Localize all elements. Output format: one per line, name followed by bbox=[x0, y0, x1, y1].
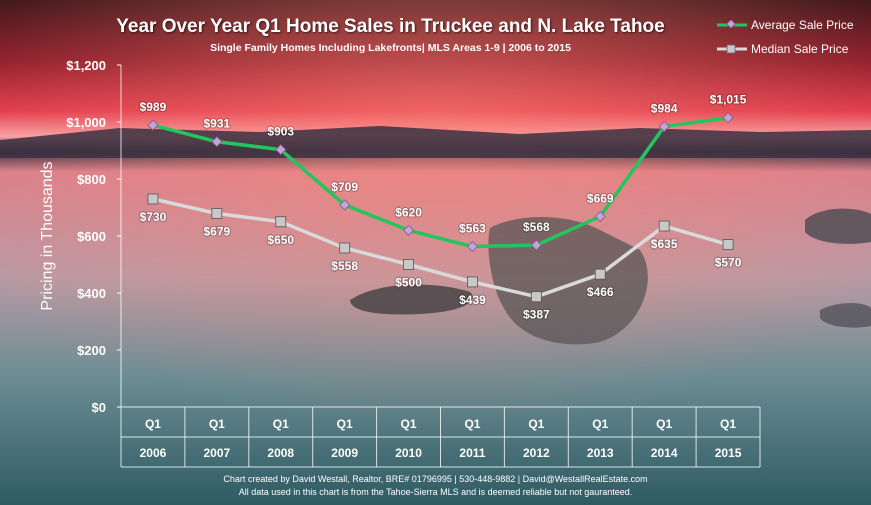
average-price-line bbox=[152, 115, 729, 249]
median-price-point bbox=[594, 268, 606, 280]
average-price-data-label: $903 bbox=[267, 125, 294, 139]
x-tick-label-quarter: Q1 bbox=[720, 417, 736, 431]
average-price-point bbox=[466, 241, 478, 253]
footer-credit: Chart created by David Westall, Realtor,… bbox=[223, 474, 648, 484]
y-tick-label: $0 bbox=[92, 400, 106, 415]
x-tick-label-year: 2006 bbox=[140, 446, 167, 460]
average-price-data-label: $669 bbox=[587, 191, 614, 205]
average-price-data-label: $620 bbox=[395, 205, 422, 219]
average-price-data-label: $984 bbox=[651, 102, 678, 116]
y-tick-label: $800 bbox=[77, 172, 106, 187]
legend-label-average: Average Sale Price bbox=[751, 18, 854, 32]
median-price-data-label: $387 bbox=[523, 308, 550, 322]
average-price-point bbox=[594, 210, 606, 222]
median-price-point bbox=[530, 291, 542, 303]
median-price-data-label: $570 bbox=[715, 256, 742, 270]
median-price-point bbox=[467, 276, 478, 288]
y-axis-label: Pricing in Thousands bbox=[39, 161, 56, 310]
average-price-data-label: $989 bbox=[140, 100, 167, 114]
median-price-data-label: $650 bbox=[267, 233, 294, 247]
median-price-line bbox=[152, 197, 729, 299]
x-tick-label-year: 2012 bbox=[523, 446, 550, 460]
legend-label-median: Median Sale Price bbox=[751, 42, 849, 56]
x-tick-label-year: 2015 bbox=[715, 446, 742, 460]
x-tick-label-year: 2007 bbox=[203, 446, 230, 460]
x-tick-label-year: 2013 bbox=[587, 446, 614, 460]
median-price-data-label: $466 bbox=[587, 285, 614, 299]
y-tick-label: $600 bbox=[77, 229, 106, 244]
average-price-point bbox=[658, 121, 670, 133]
x-tick-label-quarter: Q1 bbox=[273, 417, 289, 431]
footer-disclaimer: All data used in this chart is from the … bbox=[238, 487, 633, 497]
average-price-data-label: $1,015 bbox=[710, 93, 747, 107]
average-price-data-label: $563 bbox=[459, 222, 486, 236]
legend-marker-average bbox=[717, 20, 747, 29]
y-tick-label: $1,200 bbox=[66, 58, 106, 73]
average-price-point bbox=[275, 144, 287, 156]
chart-title: Year Over Year Q1 Home Sales in Truckee … bbox=[116, 16, 665, 37]
chart-subtitle: Single Family Homes Including Lakefronts… bbox=[210, 42, 571, 54]
y-tick-label: $200 bbox=[77, 343, 106, 358]
average-price-point bbox=[211, 136, 223, 148]
average-price-point bbox=[403, 224, 415, 236]
average-price-point bbox=[530, 239, 542, 251]
median-price-data-label: $558 bbox=[331, 259, 358, 273]
average-price-point bbox=[722, 112, 734, 124]
legend-item-median: Median Sale Price bbox=[717, 40, 848, 58]
median-price-point bbox=[275, 216, 287, 228]
median-price-point bbox=[147, 193, 159, 205]
median-price-data-label: $635 bbox=[651, 237, 678, 251]
x-tick-label-year: 2014 bbox=[651, 446, 678, 460]
y-tick-label: $1,000 bbox=[66, 115, 106, 130]
x-tick-label-year: 2008 bbox=[267, 446, 294, 460]
x-tick-label-year: 2009 bbox=[331, 446, 358, 460]
median-price-data-label: $730 bbox=[140, 210, 167, 224]
average-price-data-label: $709 bbox=[331, 180, 358, 194]
median-price-point bbox=[722, 239, 734, 250]
average-price-point bbox=[339, 199, 351, 211]
x-tick-label-quarter: Q1 bbox=[528, 417, 544, 431]
median-price-data-label: $500 bbox=[395, 276, 422, 290]
median-price-point bbox=[403, 259, 414, 270]
x-tick-label-quarter: Q1 bbox=[401, 417, 417, 431]
median-price-point bbox=[339, 242, 351, 254]
average-price-data-label: $931 bbox=[203, 117, 230, 131]
x-tick-label-year: 2010 bbox=[395, 446, 422, 460]
median-price-data-label: $439 bbox=[459, 293, 486, 307]
median-price-point bbox=[211, 208, 223, 219]
x-tick-label-year: 2011 bbox=[459, 446, 485, 460]
median-price-data-label: $679 bbox=[203, 224, 230, 238]
y-tick-label: $400 bbox=[77, 286, 106, 301]
x-tick-label-quarter: Q1 bbox=[656, 417, 672, 431]
x-tick-label-quarter: Q1 bbox=[337, 417, 353, 431]
average-price-point bbox=[147, 119, 159, 131]
median-price-point bbox=[658, 220, 670, 232]
legend-item-average: Average Sale Price bbox=[717, 16, 854, 34]
legend-marker-median bbox=[717, 44, 747, 54]
average-price-data-label: $568 bbox=[523, 220, 550, 234]
x-tick-label-quarter: Q1 bbox=[145, 417, 161, 431]
x-tick-label-quarter: Q1 bbox=[464, 417, 480, 431]
x-tick-label-quarter: Q1 bbox=[592, 417, 608, 431]
x-tick-label-quarter: Q1 bbox=[209, 417, 225, 431]
